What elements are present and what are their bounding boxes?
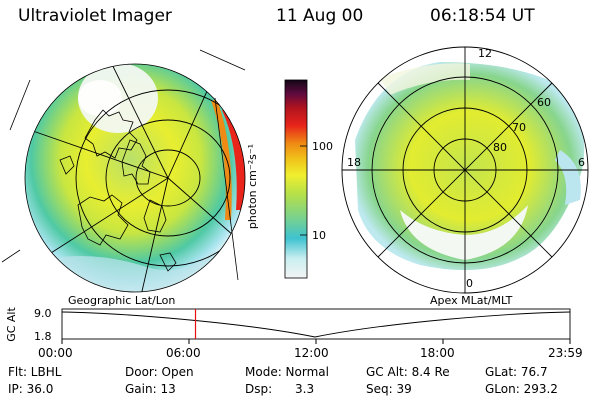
geographic-emission-map bbox=[25, 64, 245, 292]
instrument-title: Ultraviolet Imager bbox=[18, 6, 172, 26]
status-glon: GLon: 293.2 bbox=[485, 382, 558, 396]
status-gc-alt: GC Alt: 8.4 Re bbox=[366, 365, 450, 379]
timeline-x-tick-1800: 18:00 bbox=[420, 346, 455, 360]
status-mode: Mode: Normal bbox=[245, 365, 329, 379]
mlt-label-18: 18 bbox=[347, 156, 361, 169]
mlat-label-60: 60 bbox=[537, 96, 551, 109]
timeline-x-tick-0000: 00:00 bbox=[38, 346, 73, 360]
mlat-label-80: 80 bbox=[493, 141, 507, 154]
altitude-curve bbox=[61, 311, 571, 338]
mlat-mlt-grid bbox=[341, 46, 589, 294]
colorbar bbox=[284, 79, 308, 279]
observation-date: 11 Aug 00 bbox=[276, 6, 364, 26]
timeline-x-tick-0600: 06:00 bbox=[166, 346, 201, 360]
coastlines bbox=[59, 109, 177, 272]
status-gain: Gain: 13 bbox=[125, 382, 176, 396]
timeline-x-tick-1200: 12:00 bbox=[294, 346, 329, 360]
timeline-x-tick-2359: 23:59 bbox=[548, 346, 583, 360]
magnetic-polar-panel bbox=[341, 46, 589, 294]
colorbar-gradient bbox=[284, 79, 308, 279]
apex-caption: Apex MLat/MLT bbox=[430, 294, 513, 307]
timeline-y-tick-9: 9.0 bbox=[34, 307, 52, 320]
mlt-label-6: 6 bbox=[578, 156, 585, 169]
status-glat: GLat: 76.7 bbox=[485, 365, 548, 379]
mlt-label-12: 12 bbox=[478, 47, 492, 60]
status-filter: Flt: LBHL bbox=[8, 365, 62, 379]
colorbar-tick-label-10: 10 bbox=[312, 229, 326, 242]
geographic-caption: Geographic Lat/Lon bbox=[68, 294, 176, 307]
observation-time: 06:18:54 UT bbox=[430, 6, 535, 26]
status-seq: Seq: 39 bbox=[366, 382, 412, 396]
colorbar-unit-label: photon cm⁻²s⁻¹ bbox=[246, 143, 260, 230]
status-door: Door: Open bbox=[125, 365, 194, 379]
timeline-frame bbox=[61, 308, 571, 340]
altitude-timeline bbox=[61, 308, 571, 344]
mlt-label-0: 0 bbox=[466, 277, 473, 290]
status-ip: IP: 36.0 bbox=[8, 382, 54, 396]
magnetic-emission-map bbox=[355, 62, 585, 271]
timeline-y-tick-1: 1.8 bbox=[34, 330, 52, 343]
mlat-label-70: 70 bbox=[512, 121, 526, 134]
colorbar-tick-label-100: 100 bbox=[312, 140, 333, 153]
nightside-void bbox=[400, 205, 528, 260]
timeline-y-label: GC Alt bbox=[4, 307, 18, 342]
status-dsp: Dsp: 3.3 bbox=[245, 382, 315, 396]
geographic-image-panel bbox=[1, 49, 246, 293]
